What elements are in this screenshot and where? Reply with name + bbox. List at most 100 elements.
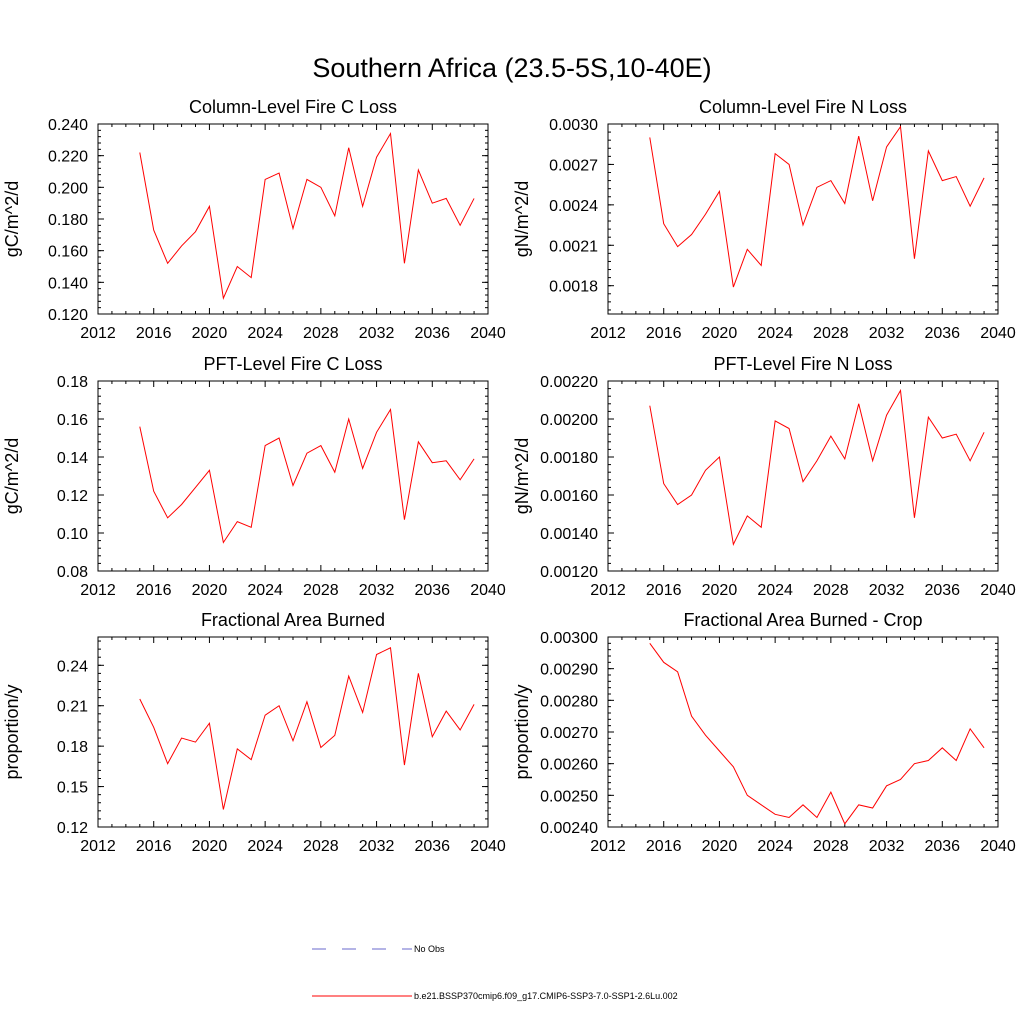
y-tick-label: 0.180 xyxy=(48,212,88,229)
x-tick-label: 2032 xyxy=(869,582,905,599)
y-tick-label: 0.14 xyxy=(57,450,88,467)
y-tick-label: 0.00180 xyxy=(540,450,598,467)
series-line xyxy=(649,388,985,547)
panel-pft-fire-n-loss: PFT-Level Fire N Loss 2012 2016 2020 2024 202… xyxy=(512,354,1016,599)
x-tick-label: 2032 xyxy=(359,582,395,599)
x-tick-label: 2016 xyxy=(646,838,682,855)
plot-frame xyxy=(607,636,999,828)
y-tick-label: 0.00290 xyxy=(540,662,598,679)
y-tick-label: 0.00140 xyxy=(540,526,598,543)
y-tick-label: 0.0030 xyxy=(549,117,598,134)
x-tick-label: 2012 xyxy=(80,838,116,855)
x-tick-label: 2028 xyxy=(303,582,339,599)
x-tick-label: 2012 xyxy=(590,838,626,855)
x-tick-label: 2016 xyxy=(136,838,172,855)
y-axis-label: gN/m^2/d xyxy=(512,438,532,514)
x-tick-label: 2032 xyxy=(359,325,395,342)
panel-fractional-area-burned-crop: Fractional Area Burned - Crop 2012 2016 202… xyxy=(512,610,1016,855)
x-tick-label: 2040 xyxy=(470,325,506,342)
x-tick-label: 2020 xyxy=(192,838,228,855)
x-tick-label: 2012 xyxy=(80,325,116,342)
x-tick-label: 2024 xyxy=(757,838,793,855)
panel-fractional-area-burned: Fractional Area Burned 2012 2016 2020 2024 20… xyxy=(2,610,506,855)
y-tick-label: 0.00300 xyxy=(540,630,598,647)
plot-frame xyxy=(97,636,489,828)
x-tick-label: 2020 xyxy=(702,582,738,599)
y-tick-label: 0.00260 xyxy=(540,757,598,774)
y-tick-label: 0.18 xyxy=(57,739,88,756)
legend-model-label: b.e21.BSSP370cmip6.f09_g17.CMIP6-SSP3-7.… xyxy=(414,991,678,1001)
y-tick-label: 0.160 xyxy=(48,244,88,261)
x-tick-label: 2036 xyxy=(924,325,960,342)
y-tick-label: 0.00270 xyxy=(540,725,598,742)
x-tick-label: 2036 xyxy=(414,838,450,855)
figure-title: Southern Africa (23.5-5S,10-40E) xyxy=(312,53,711,83)
x-tick-label: 2012 xyxy=(590,325,626,342)
y-axis-label: gC/m^2/d xyxy=(2,438,22,514)
x-tick-label: 2012 xyxy=(80,582,116,599)
series-line xyxy=(649,125,985,288)
legend-obs-label: No Obs xyxy=(414,944,445,954)
y-tick-label: 0.120 xyxy=(48,307,88,324)
y-tick-label: 0.12 xyxy=(57,488,88,505)
y-tick-label: 0.24 xyxy=(57,658,88,675)
y-tick-label: 0.00250 xyxy=(540,788,598,805)
y-tick-label: 0.200 xyxy=(48,180,88,197)
y-tick-label: 0.10 xyxy=(57,526,88,543)
series-line xyxy=(139,408,475,544)
x-tick-label: 2040 xyxy=(980,582,1016,599)
x-tick-label: 2028 xyxy=(303,838,339,855)
y-tick-label: 0.240 xyxy=(48,117,88,134)
panel-column-fire-c-loss: Column-Level Fire C Loss 2012 2016 2020 2024… xyxy=(2,97,506,342)
x-tick-label: 2024 xyxy=(247,838,283,855)
y-tick-label: 0.0021 xyxy=(549,238,598,255)
x-tick-label: 2028 xyxy=(813,838,849,855)
panel-title: Column-Level Fire C Loss xyxy=(189,97,397,117)
panel-title: Fractional Area Burned xyxy=(201,610,385,630)
x-tick-label: 2040 xyxy=(470,838,506,855)
panel-pft-fire-c-loss: PFT-Level Fire C Loss 2012 2016 2020 2024 202… xyxy=(2,354,506,599)
x-tick-label: 2036 xyxy=(924,582,960,599)
x-tick-label: 2020 xyxy=(702,325,738,342)
x-tick-label: 2020 xyxy=(192,325,228,342)
y-tick-label: 0.18 xyxy=(57,374,88,391)
y-axis-label: proportion/y xyxy=(512,684,532,779)
y-tick-label: 0.00120 xyxy=(540,564,598,581)
series-line xyxy=(649,643,985,825)
x-tick-label: 2028 xyxy=(813,325,849,342)
x-tick-label: 2016 xyxy=(646,582,682,599)
x-tick-label: 2036 xyxy=(414,582,450,599)
y-axis-label: proportion/y xyxy=(2,684,22,779)
x-tick-label: 2028 xyxy=(813,582,849,599)
y-tick-label: 0.12 xyxy=(57,820,88,837)
x-tick-label: 2024 xyxy=(247,582,283,599)
series-line xyxy=(139,647,475,810)
x-tick-label: 2032 xyxy=(869,838,905,855)
y-tick-label: 0.0024 xyxy=(549,198,598,215)
panel-title: PFT-Level Fire N Loss xyxy=(713,354,892,374)
plot-frame xyxy=(607,123,999,315)
x-tick-label: 2012 xyxy=(590,582,626,599)
y-tick-label: 0.220 xyxy=(48,149,88,166)
x-tick-label: 2020 xyxy=(702,838,738,855)
panel-column-fire-n-loss: Column-Level Fire N Loss 2012 2016 2020 2024… xyxy=(512,97,1016,342)
y-tick-label: 0.140 xyxy=(48,275,88,292)
y-tick-label: 0.08 xyxy=(57,564,88,581)
plot-frame xyxy=(607,380,999,572)
series-line xyxy=(139,131,475,300)
y-tick-label: 0.16 xyxy=(57,412,88,429)
y-tick-label: 0.00160 xyxy=(540,488,598,505)
x-tick-label: 2040 xyxy=(980,325,1016,342)
x-tick-label: 2028 xyxy=(303,325,339,342)
y-tick-label: 0.00200 xyxy=(540,412,598,429)
y-tick-label: 0.00220 xyxy=(540,374,598,391)
y-tick-label: 0.0018 xyxy=(549,279,598,296)
x-tick-label: 2032 xyxy=(359,838,395,855)
y-axis-label: gC/m^2/d xyxy=(2,181,22,257)
x-tick-label: 2016 xyxy=(646,325,682,342)
panel-title: PFT-Level Fire C Loss xyxy=(203,354,382,374)
plot-frame xyxy=(97,380,489,572)
x-tick-label: 2016 xyxy=(136,582,172,599)
y-tick-label: 0.15 xyxy=(57,780,88,797)
